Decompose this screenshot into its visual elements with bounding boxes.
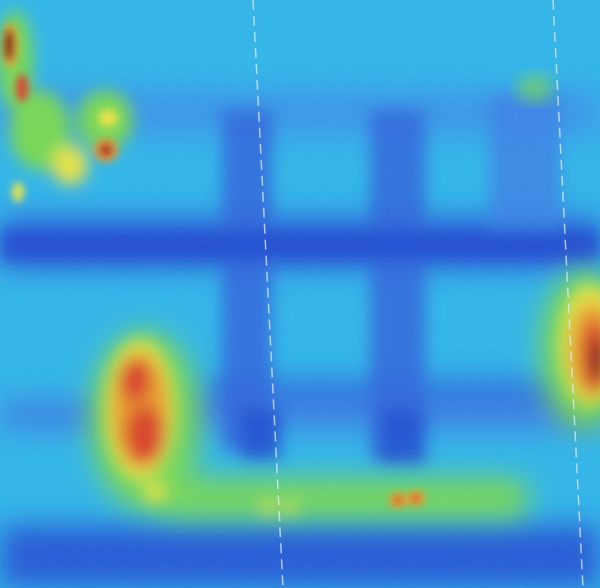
scan-lines	[252, 0, 584, 588]
